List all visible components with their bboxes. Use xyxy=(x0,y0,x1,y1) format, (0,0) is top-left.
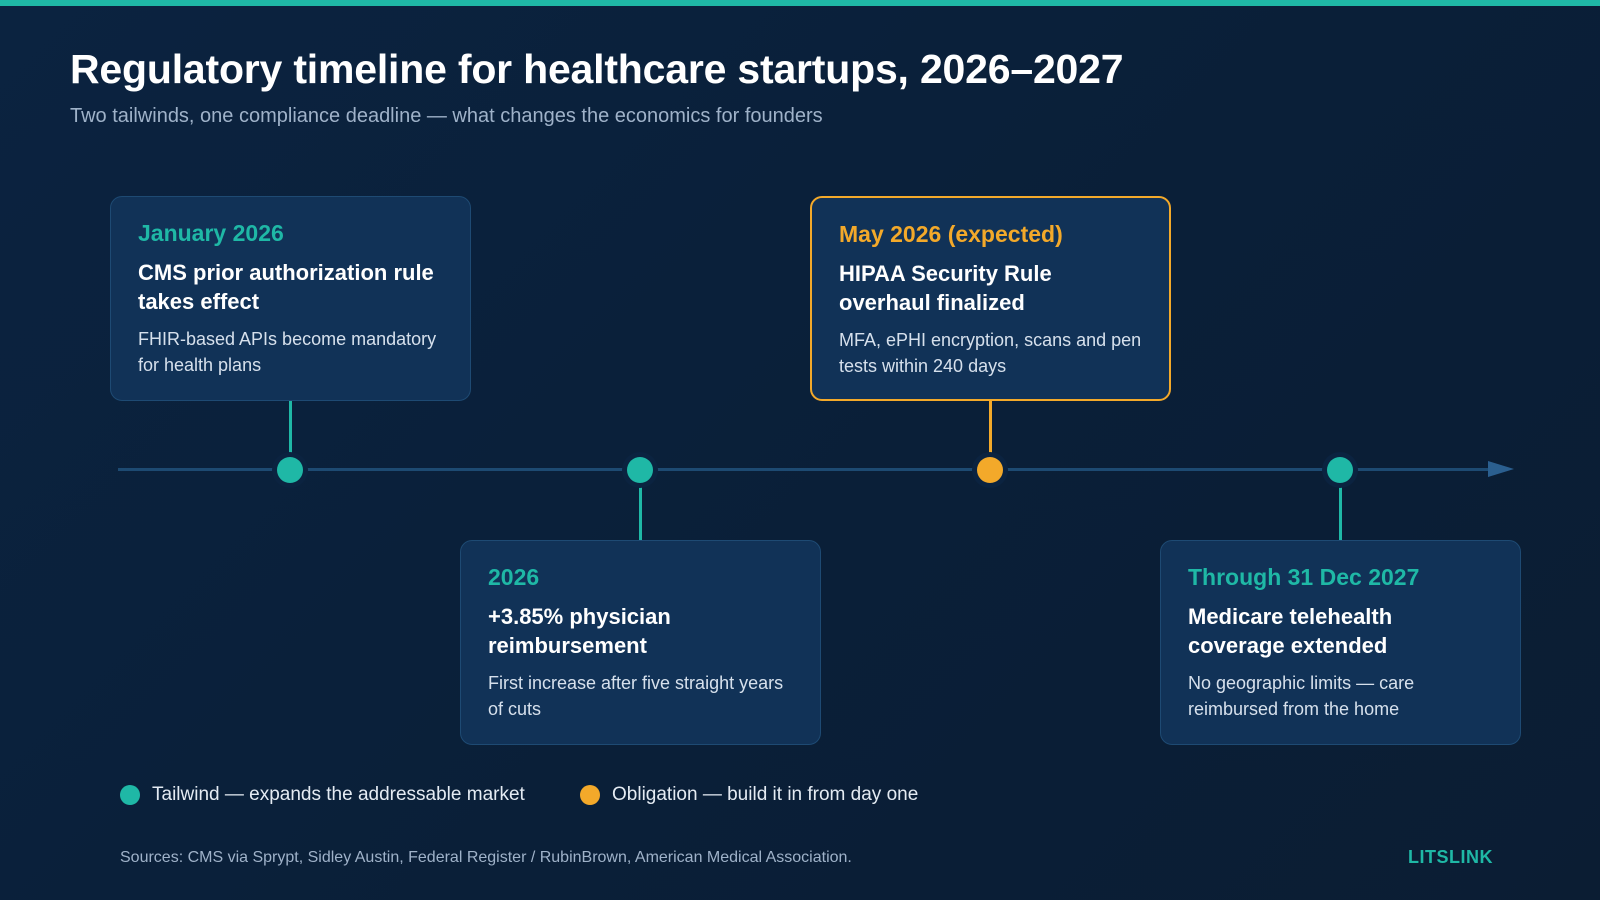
event-date: Through 31 Dec 2027 xyxy=(1188,564,1420,590)
obligation-dot-icon xyxy=(580,785,600,805)
event-date: 2026 xyxy=(488,564,540,590)
event-stem-4 xyxy=(1339,470,1342,540)
event-headline: +3.85% physician reimbursement xyxy=(488,604,671,658)
event-description: First increase after five straight years… xyxy=(488,673,784,719)
legend-label: Tailwind — expands the addressable marke… xyxy=(152,784,525,805)
top-accent-bar xyxy=(0,0,1600,6)
timeline-axis xyxy=(118,468,1496,471)
event-headline: HIPAA Security Rule overhaul finalized xyxy=(839,261,1052,315)
event-headline: Medicare telehealth coverage extended xyxy=(1188,604,1393,658)
event-description: MFA, ePHI encryption, scans and pen test… xyxy=(839,330,1142,376)
sources-note: Sources: CMS via Sprypt, Sidley Austin, … xyxy=(120,849,852,866)
event-marker-3 xyxy=(977,457,1003,483)
event-stem-1 xyxy=(289,400,292,470)
page-title: Regulatory timeline for healthcare start… xyxy=(70,46,1124,92)
brand-logo: LITSLINK xyxy=(1408,847,1493,867)
event-headline: CMS prior authorization rule takes effec… xyxy=(138,260,434,314)
event-card-physician-reimbursement: 2026 +3.85% physician reimbursement Firs… xyxy=(460,540,821,745)
tailwind-dot-icon xyxy=(120,785,140,805)
event-date: January 2026 xyxy=(138,220,284,246)
legend-item-tailwind: Tailwind — expands the addressable marke… xyxy=(120,784,525,806)
event-card-hipaa-security-rule: May 2026 (expected) HIPAA Security Rule … xyxy=(810,196,1171,401)
event-marker-1 xyxy=(277,457,303,483)
event-stem-3 xyxy=(989,400,992,470)
event-card-cms-prior-authorization: January 2026 CMS prior authorization rul… xyxy=(110,196,471,401)
event-marker-2 xyxy=(627,457,653,483)
event-description: No geographic limits — care reimbursed f… xyxy=(1188,673,1415,719)
timeline-arrow-icon xyxy=(1488,461,1514,477)
event-date: May 2026 (expected) xyxy=(839,221,1063,247)
legend-item-obligation: Obligation — build it in from day one xyxy=(580,784,918,806)
event-card-medicare-telehealth: Through 31 Dec 2027 Medicare telehealth … xyxy=(1160,540,1521,745)
event-marker-4 xyxy=(1327,457,1353,483)
event-stem-2 xyxy=(639,470,642,540)
page-subtitle: Two tailwinds, one compliance deadline —… xyxy=(70,105,823,127)
event-description: FHIR-based APIs become mandatory for hea… xyxy=(138,329,437,375)
legend-label: Obligation — build it in from day one xyxy=(612,784,919,805)
